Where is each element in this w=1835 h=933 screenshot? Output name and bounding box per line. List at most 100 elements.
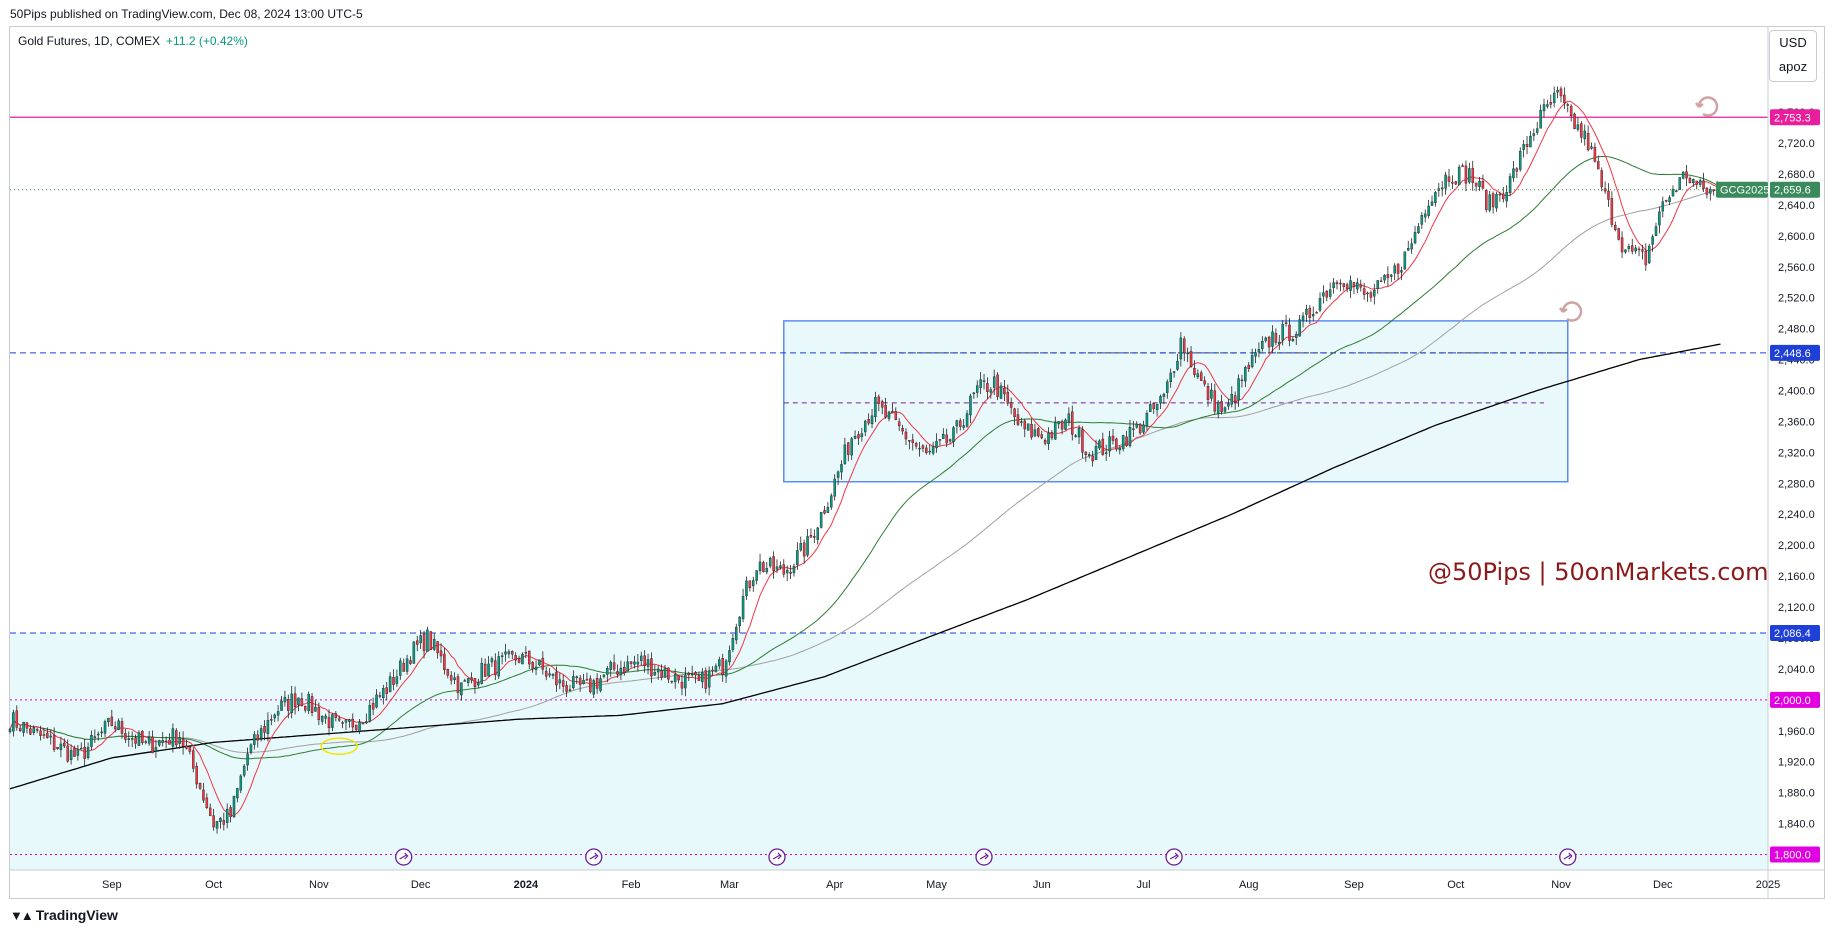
candle-body: [1264, 337, 1267, 341]
candle-body: [283, 696, 287, 703]
candle-body: [1610, 198, 1614, 225]
candle-body: [1291, 338, 1295, 342]
candle-body: [1525, 143, 1529, 147]
candle-body: [1522, 144, 1525, 150]
candle-body: [1189, 351, 1193, 368]
candle-body: [1257, 349, 1261, 353]
candle-body: [1373, 290, 1376, 297]
candle-body: [1366, 292, 1369, 295]
candle-body: [969, 395, 972, 416]
candle-body: [1050, 432, 1054, 439]
candle-body: [466, 678, 470, 683]
y-tick-label: 2,240.0: [1778, 509, 1815, 521]
candle-body: [1220, 401, 1223, 412]
candle-body: [507, 651, 511, 655]
candle-body: [263, 726, 266, 733]
candle-body: [1305, 308, 1308, 315]
candle-body: [1376, 280, 1379, 289]
candle-body: [470, 677, 473, 681]
currency-button[interactable]: USD apoz: [1769, 30, 1817, 82]
y-tick-label: 2,600.0: [1778, 231, 1815, 243]
event-marker-icon: [1559, 848, 1577, 866]
event-marker-arrow: [772, 852, 782, 860]
candle-body: [1104, 452, 1108, 454]
candle-body: [371, 703, 375, 710]
candle-body: [446, 669, 450, 676]
candle-body: [256, 734, 260, 741]
legend[interactable]: Gold Futures, 1D, COMEX +11.2 (+0.42%): [18, 34, 248, 48]
candle-body: [1040, 434, 1043, 439]
candle-body: [307, 693, 310, 711]
candle-body: [1637, 248, 1641, 251]
symbol-tag-bg: [1716, 181, 1768, 198]
candle-body: [73, 747, 76, 757]
candle-body: [1342, 283, 1346, 287]
candle-body: [297, 697, 300, 706]
y-tick-label: 2,200.0: [1778, 540, 1815, 552]
candle-body: [1634, 247, 1637, 252]
candle-body: [1261, 341, 1264, 349]
candle-body: [1379, 280, 1383, 283]
candle-body: [1203, 380, 1206, 385]
candle-body: [1186, 352, 1189, 355]
candle-body: [144, 741, 148, 743]
level-tag-text: 2,753.3: [1774, 112, 1811, 124]
candle-body: [1247, 364, 1250, 370]
candle-body: [1288, 324, 1291, 341]
candle-body: [758, 561, 762, 572]
candle-body: [1013, 408, 1016, 418]
zones-layer: [10, 320, 1768, 870]
candle-body: [992, 376, 996, 388]
candle-body: [1240, 379, 1244, 382]
candle-body: [572, 676, 575, 689]
candle-body: [1132, 428, 1135, 430]
candle-body: [1573, 113, 1576, 130]
candle-body: [1166, 381, 1169, 393]
candle-body: [524, 652, 528, 654]
candle-body: [1498, 193, 1502, 196]
candle-body: [497, 656, 500, 677]
candle-body: [1108, 436, 1111, 452]
currency-code: USD: [1779, 35, 1807, 50]
candle-body: [1023, 420, 1027, 430]
candle-body: [480, 662, 483, 684]
candle-body: [999, 385, 1003, 399]
candle-body: [1529, 135, 1532, 148]
candle-body: [517, 658, 521, 663]
tradingview-logo[interactable]: ▼▲ TradingView: [10, 907, 118, 923]
candle-body: [663, 668, 667, 678]
price-axis: 1,840.0 1,880.0 1,920.0 1,960.0 2,000.0 2,040…: [1767, 27, 1815, 899]
candle-body: [619, 667, 623, 676]
candle-body: [1576, 124, 1580, 130]
candle-body: [385, 687, 388, 694]
candle-body: [1060, 420, 1064, 430]
event-marker-arrow: [399, 852, 409, 860]
candle-body: [1620, 237, 1624, 253]
y-tick-label: 2,280.0: [1778, 478, 1815, 490]
candle-body: [1695, 180, 1698, 185]
candle-body: [1274, 332, 1278, 343]
candle-body: [762, 562, 765, 572]
candle-body: [1345, 284, 1349, 289]
candle-body: [629, 661, 633, 664]
candle-body: [1020, 421, 1023, 423]
candle-body: [1569, 105, 1573, 117]
level-tag-text: 2,086.4: [1774, 628, 1811, 640]
candle-body: [1383, 275, 1386, 281]
candle-body: [473, 678, 477, 687]
candle-body: [830, 495, 833, 508]
candle-body: [1485, 189, 1488, 210]
candle-body: [684, 674, 687, 689]
candle-body: [792, 565, 796, 574]
candle-body: [972, 392, 976, 395]
candle-body: [1386, 274, 1390, 279]
x-tick-label: Sep: [1344, 879, 1364, 891]
candle-body: [616, 671, 619, 675]
candle-body: [728, 650, 731, 663]
candle-body: [1033, 429, 1037, 437]
candle-body: [42, 734, 46, 736]
current-price-tag-text: 2,659.6: [1774, 185, 1811, 197]
refresh-icon: [1559, 301, 1583, 322]
candle-body: [863, 420, 867, 433]
